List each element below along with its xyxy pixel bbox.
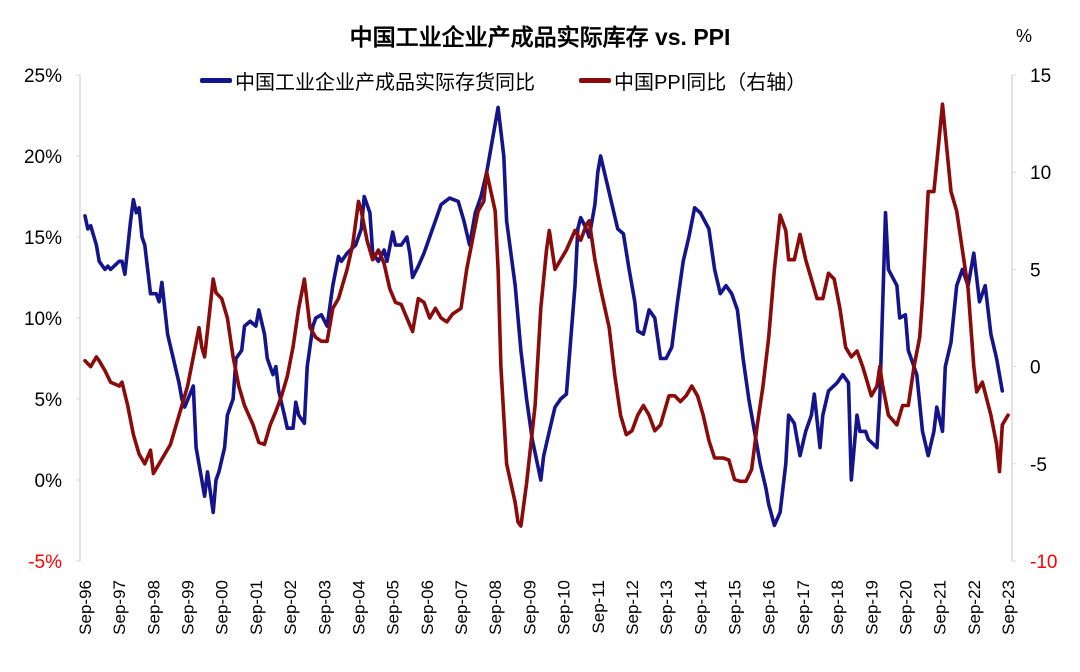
x-tick-label: Sep-09 bbox=[520, 580, 539, 635]
right-tick-label: 0 bbox=[1030, 358, 1041, 379]
x-tick-label: Sep-14 bbox=[691, 580, 710, 635]
x-tick-label: Sep-99 bbox=[179, 580, 198, 635]
legend-item-ppi: 中国PPI同比（右轴） bbox=[579, 66, 806, 95]
x-tick-label: Sep-21 bbox=[931, 580, 950, 635]
right-tick-label: 15 bbox=[1030, 66, 1051, 87]
series-line-inventory bbox=[83, 105, 1005, 528]
x-tick-label: Sep-98 bbox=[144, 580, 163, 635]
right-axis-unit: % bbox=[1016, 26, 1033, 46]
left-tick-label: 5% bbox=[35, 390, 63, 411]
x-tick-label: Sep-01 bbox=[247, 580, 266, 635]
left-tick-label: 15% bbox=[24, 228, 62, 249]
x-tick-label: Sep-11 bbox=[589, 580, 608, 634]
right-tick-label: -5 bbox=[1030, 455, 1047, 476]
legend-item-inventory: 中国工业企业产成品实际存货同比 bbox=[200, 66, 535, 95]
x-tick-label: Sep-06 bbox=[418, 580, 437, 635]
x-tick-label: Sep-05 bbox=[384, 580, 403, 635]
x-tick-label: Sep-07 bbox=[452, 580, 471, 635]
x-tick-label: Sep-04 bbox=[349, 580, 368, 635]
x-tick-label: Sep-00 bbox=[213, 580, 232, 635]
x-tick-label: Sep-03 bbox=[315, 580, 334, 635]
left-tick-label: 0% bbox=[35, 471, 63, 492]
x-tick-label: Sep-02 bbox=[281, 580, 300, 635]
x-tick-label: Sep-18 bbox=[828, 580, 847, 635]
x-tick-label: Sep-20 bbox=[896, 580, 915, 635]
left-tick-label: 25% bbox=[24, 66, 62, 87]
left-tick-label: 10% bbox=[24, 309, 62, 330]
x-tick-label: Sep-97 bbox=[110, 580, 129, 635]
right-tick-label: 5 bbox=[1030, 260, 1041, 281]
series-line-ppi bbox=[83, 102, 1010, 528]
right-tick-label: 10 bbox=[1030, 163, 1051, 184]
legend-label-ppi: 中国PPI同比（右轴） bbox=[614, 72, 807, 94]
x-tick-label: Sep-13 bbox=[657, 580, 676, 635]
x-tick-label: Sep-96 bbox=[76, 580, 95, 635]
chart-title: 中国工业企业产成品实际库存 vs. PPI bbox=[349, 24, 731, 50]
x-tick-label: Sep-15 bbox=[726, 580, 745, 635]
x-tick-label: Sep-12 bbox=[623, 580, 642, 635]
x-tick-label: Sep-22 bbox=[965, 580, 984, 635]
x-tick-label: Sep-08 bbox=[486, 580, 505, 635]
x-tick-label: Sep-23 bbox=[999, 580, 1018, 635]
x-tick-label: Sep-10 bbox=[555, 580, 574, 635]
x-tick-label: Sep-16 bbox=[760, 580, 779, 635]
left-tick-label: 20% bbox=[24, 147, 62, 168]
legend-label-inventory: 中国工业企业产成品实际存货同比 bbox=[235, 72, 535, 94]
right-tick-label: -10 bbox=[1030, 552, 1057, 573]
legend: 中国工业企业产成品实际存货同比 中国PPI同比（右轴） bbox=[200, 66, 806, 95]
legend-swatch-inventory bbox=[200, 78, 232, 83]
x-tick-label: Sep-19 bbox=[862, 580, 881, 635]
legend-swatch-ppi bbox=[579, 78, 611, 83]
left-tick-label: -5% bbox=[28, 552, 62, 573]
x-tick-label: Sep-17 bbox=[794, 580, 813, 635]
